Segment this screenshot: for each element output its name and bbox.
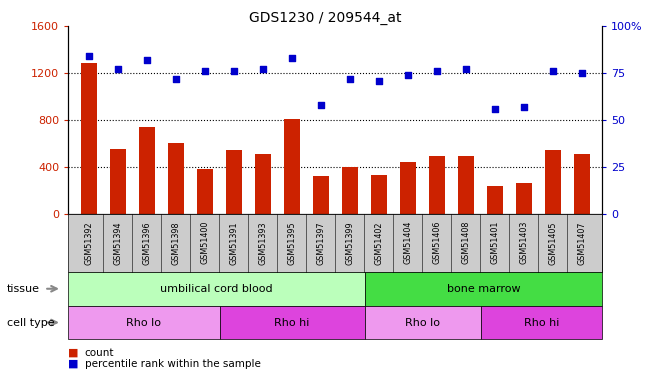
- Text: GSM51405: GSM51405: [548, 221, 557, 265]
- Text: GSM51402: GSM51402: [374, 221, 383, 265]
- Point: [199, 68, 210, 74]
- Bar: [545, 150, 561, 214]
- Point: [171, 76, 181, 82]
- Text: Rho lo: Rho lo: [126, 318, 161, 327]
- Point: [113, 66, 123, 72]
- Point: [402, 72, 413, 78]
- Text: GSM51406: GSM51406: [432, 221, 441, 264]
- Point: [490, 106, 500, 112]
- Text: cell type: cell type: [7, 318, 54, 327]
- Point: [141, 57, 152, 63]
- Text: GSM51407: GSM51407: [577, 221, 587, 265]
- Text: GSM51398: GSM51398: [171, 221, 180, 265]
- Bar: [168, 144, 184, 214]
- Bar: [458, 156, 474, 214]
- Point: [286, 55, 297, 61]
- Text: Rho lo: Rho lo: [405, 318, 440, 327]
- Point: [547, 68, 558, 74]
- Bar: [110, 149, 126, 214]
- Point: [374, 78, 384, 84]
- Text: percentile rank within the sample: percentile rank within the sample: [85, 359, 260, 369]
- Bar: [516, 183, 532, 214]
- Text: GSM51391: GSM51391: [229, 221, 238, 265]
- Text: bone marrow: bone marrow: [447, 284, 520, 294]
- Text: Rho hi: Rho hi: [523, 318, 559, 327]
- Text: umbilical cord blood: umbilical cord blood: [160, 284, 273, 294]
- Point: [577, 70, 587, 76]
- Bar: [255, 154, 271, 214]
- Text: GSM51396: GSM51396: [142, 221, 151, 265]
- Text: ■: ■: [68, 348, 79, 357]
- Bar: [487, 186, 503, 214]
- Text: GSM51404: GSM51404: [404, 221, 412, 264]
- Bar: [342, 167, 358, 214]
- Text: GSM51401: GSM51401: [490, 221, 499, 264]
- Bar: [312, 176, 329, 214]
- Text: ■: ■: [68, 359, 79, 369]
- Bar: [226, 150, 242, 214]
- Bar: [400, 162, 416, 214]
- Point: [83, 53, 94, 59]
- Text: GDS1230 / 209544_at: GDS1230 / 209544_at: [249, 11, 402, 25]
- Bar: [574, 154, 590, 214]
- Text: GSM51400: GSM51400: [201, 221, 209, 264]
- Text: count: count: [85, 348, 114, 357]
- Bar: [371, 175, 387, 214]
- Text: GSM51392: GSM51392: [84, 221, 93, 265]
- Text: GSM51399: GSM51399: [345, 221, 354, 265]
- Text: GSM51403: GSM51403: [519, 221, 529, 264]
- Text: GSM51397: GSM51397: [316, 221, 326, 265]
- Point: [432, 68, 442, 74]
- Text: GSM51395: GSM51395: [287, 221, 296, 265]
- Text: GSM51408: GSM51408: [462, 221, 470, 264]
- Text: Rho hi: Rho hi: [274, 318, 310, 327]
- Point: [519, 104, 529, 110]
- Point: [316, 102, 326, 108]
- Bar: [284, 119, 299, 214]
- Point: [229, 68, 239, 74]
- Bar: [429, 156, 445, 214]
- Bar: [197, 169, 213, 214]
- Point: [344, 76, 355, 82]
- Text: GSM51393: GSM51393: [258, 221, 267, 265]
- Bar: [139, 127, 155, 214]
- Text: tissue: tissue: [7, 284, 40, 294]
- Text: GSM51394: GSM51394: [113, 221, 122, 265]
- Point: [258, 66, 268, 72]
- Bar: [81, 63, 96, 214]
- Point: [461, 66, 471, 72]
